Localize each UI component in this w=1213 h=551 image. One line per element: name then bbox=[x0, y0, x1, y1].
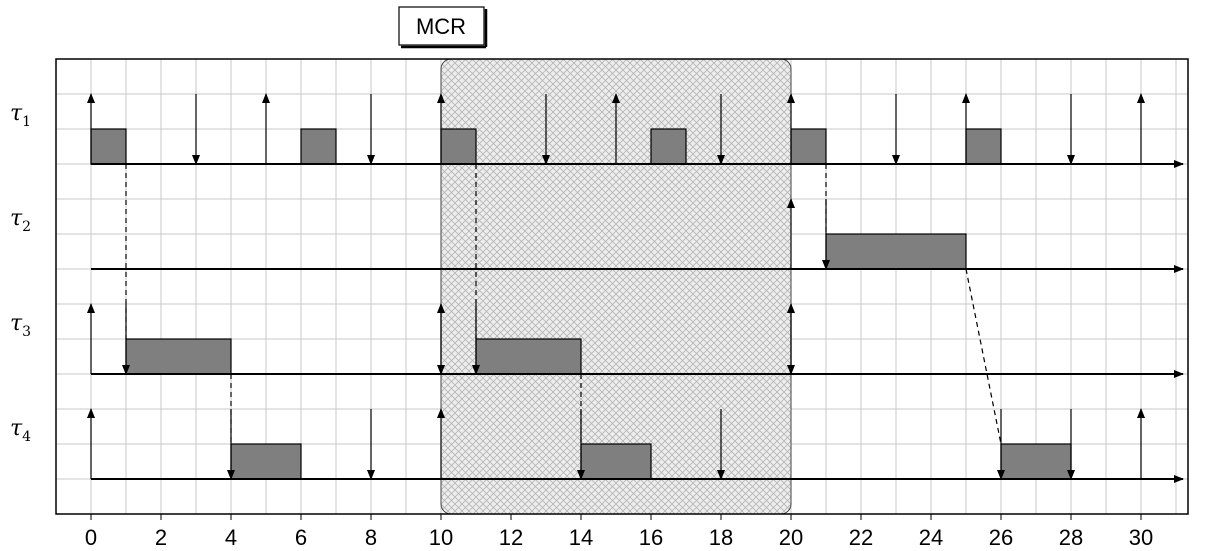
execution-block bbox=[580, 443, 652, 480]
x-tick-label: 0 bbox=[85, 525, 97, 550]
execution-block bbox=[300, 128, 337, 165]
execution-block bbox=[965, 128, 1002, 165]
task-label-4: τ4 bbox=[10, 416, 31, 445]
dependency-line bbox=[965, 268, 1002, 445]
x-tick-label: 20 bbox=[779, 525, 803, 550]
task-timelines bbox=[87, 93, 1184, 483]
x-tick-label: 10 bbox=[429, 525, 453, 550]
x-tick-label: 4 bbox=[225, 525, 237, 550]
x-tick-label: 16 bbox=[639, 525, 663, 550]
execution-block bbox=[90, 128, 127, 165]
task-label-3: τ3 bbox=[10, 311, 31, 340]
task-label-1: τ1 bbox=[10, 101, 31, 130]
x-tick-label: 28 bbox=[1059, 525, 1083, 550]
task-symbol: τ bbox=[10, 101, 23, 126]
task-subscript: 1 bbox=[22, 114, 31, 130]
execution-block bbox=[825, 233, 967, 270]
task-row-1 bbox=[87, 93, 1184, 168]
task-symbol: τ bbox=[10, 311, 23, 336]
plot-frame bbox=[55, 58, 1189, 515]
task-subscript: 3 bbox=[22, 324, 31, 340]
x-tick-label: 12 bbox=[499, 525, 523, 550]
execution-block bbox=[650, 128, 687, 165]
x-tick-label: 26 bbox=[989, 525, 1013, 550]
task-row-3 bbox=[87, 303, 1184, 378]
x-tick-label: 22 bbox=[849, 525, 873, 550]
x-tick-label: 24 bbox=[919, 525, 943, 550]
x-tick-label: 14 bbox=[569, 525, 593, 550]
dependency-arrows bbox=[125, 164, 1002, 445]
time-axis-ticks: 0 2 4 6 8 10 12 14 16 18 20 22 24 26 28 30 bbox=[85, 514, 1153, 550]
x-tick-label: 8 bbox=[365, 525, 377, 550]
task-subscript: 2 bbox=[22, 219, 31, 235]
x-tick-label: 30 bbox=[1129, 525, 1153, 550]
task-symbol: τ bbox=[10, 416, 23, 441]
task-row-2 bbox=[91, 198, 1184, 273]
task-row-4 bbox=[87, 408, 1184, 483]
x-tick-label: 18 bbox=[709, 525, 733, 550]
execution-block bbox=[790, 128, 827, 165]
execution-block bbox=[475, 338, 582, 375]
x-tick-label: 2 bbox=[155, 525, 167, 550]
mcr-label: MCR bbox=[416, 14, 466, 39]
execution-block bbox=[440, 128, 477, 165]
mcr-label-box: MCR bbox=[398, 6, 488, 49]
execution-block bbox=[230, 443, 302, 480]
execution-block bbox=[1000, 443, 1072, 480]
task-subscript: 4 bbox=[22, 429, 31, 445]
task-symbol: τ bbox=[10, 206, 23, 231]
x-tick-label: 6 bbox=[295, 525, 307, 550]
task-label-2: τ2 bbox=[10, 206, 31, 235]
execution-block bbox=[125, 338, 232, 375]
